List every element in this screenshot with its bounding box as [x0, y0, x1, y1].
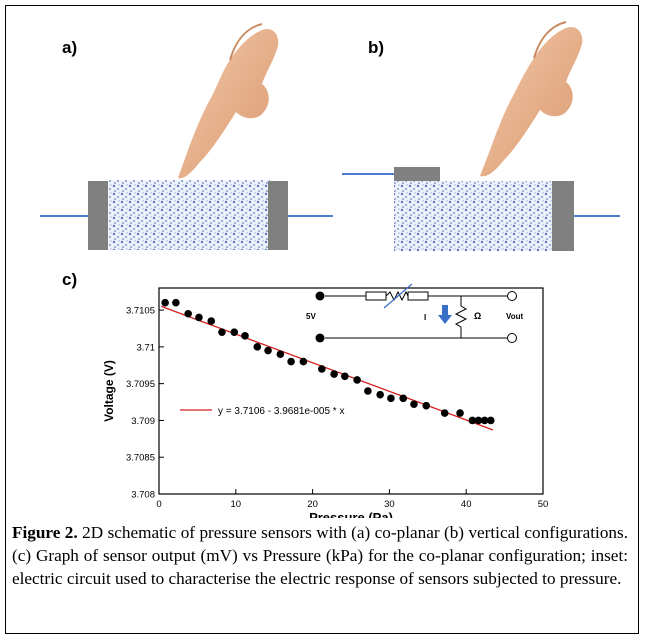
data-points	[161, 298, 495, 425]
fit-line	[161, 305, 494, 431]
load-resistor	[454, 305, 468, 328]
data-point	[376, 390, 384, 399]
circuit-inset: 5V I Ω Vout	[306, 283, 524, 343]
data-point	[440, 409, 449, 417]
data-point	[172, 298, 180, 307]
data-point	[387, 394, 395, 403]
data-point	[468, 416, 477, 425]
x-axis-label: Pressure (Pa)	[309, 510, 393, 518]
panel-label-b: b)	[368, 38, 385, 57]
data-point	[276, 350, 285, 359]
data-point	[474, 416, 483, 425]
resistor-label: Ω	[474, 311, 481, 321]
y-axis-ticks: 3.708 3.7085 3.709 3.7095 3.71 3.7105	[126, 306, 164, 501]
finger-icon-b	[480, 21, 583, 177]
data-point	[230, 328, 239, 336]
data-point	[341, 372, 349, 381]
y-tick-label: 3.71	[137, 342, 156, 353]
x-tick-label: 40	[461, 499, 472, 510]
y-axis-label: Voltage (V)	[102, 360, 116, 422]
x-tick-label: 30	[384, 499, 395, 510]
y-tick-label: 3.7095	[126, 379, 155, 390]
data-point	[353, 376, 361, 384]
data-point	[456, 409, 464, 417]
resistor-2	[407, 291, 429, 301]
data-point	[318, 365, 326, 373]
data-point	[287, 357, 295, 366]
x-tick-label: 10	[231, 499, 242, 510]
electrode-right-b	[552, 181, 574, 251]
y-tick-label: 3.709	[131, 416, 155, 427]
sensor-a-coplanar	[40, 180, 333, 250]
data-point	[241, 332, 249, 340]
y-tick-label: 3.7085	[126, 453, 155, 464]
x-tick-label: 0	[156, 499, 161, 510]
data-point	[195, 313, 203, 322]
resistor-1	[365, 291, 387, 301]
current-label: I	[424, 313, 426, 322]
data-point	[330, 370, 338, 378]
panel-label-c: c)	[62, 270, 78, 289]
panel-label-a: a)	[62, 38, 78, 57]
data-point	[399, 394, 408, 403]
data-point	[207, 317, 216, 325]
x-axis-ticks: 0 10 20 30 40 50	[156, 489, 548, 510]
caption-text: 2D schematic of pressure sensors with (a…	[12, 523, 628, 588]
figure-caption: Figure 2. 2D schematic of pressure senso…	[12, 521, 628, 590]
voltage-pressure-chart: 0 10 20 30 40 50 3.7083.70853.7093.70953.713.…	[102, 283, 548, 518]
x-tick-label: 50	[538, 499, 549, 510]
data-point	[299, 357, 308, 366]
sensor-schematics	[40, 21, 620, 251]
data-point	[161, 298, 169, 307]
data-point	[264, 346, 272, 355]
electrode-top	[394, 167, 440, 181]
x-tick-label: 20	[307, 499, 318, 510]
y-tick-label: 3.708	[131, 490, 155, 501]
data-point	[486, 416, 495, 425]
current-arrow-icon	[438, 305, 452, 324]
data-point	[480, 416, 489, 425]
electrode-right	[268, 181, 288, 250]
electrode-left	[88, 181, 108, 250]
data-point	[184, 309, 192, 318]
data-point	[410, 400, 418, 409]
data-point	[364, 387, 372, 395]
caption-label: Figure 2.	[12, 523, 78, 542]
variable-resistor	[385, 290, 409, 302]
output-label: Vout	[506, 312, 524, 321]
data-point	[218, 328, 226, 336]
supply-label: 5V	[306, 312, 316, 321]
finger-icon-a	[178, 23, 279, 179]
data-point	[422, 401, 431, 410]
data-point	[253, 343, 262, 351]
plot-area	[158, 287, 544, 495]
y-tick-label: 3.7105	[126, 306, 155, 317]
sensor-b-vertical	[342, 167, 620, 251]
legend-fit-label: y = 3.7106 - 3.9681e-005 * x	[218, 406, 344, 417]
